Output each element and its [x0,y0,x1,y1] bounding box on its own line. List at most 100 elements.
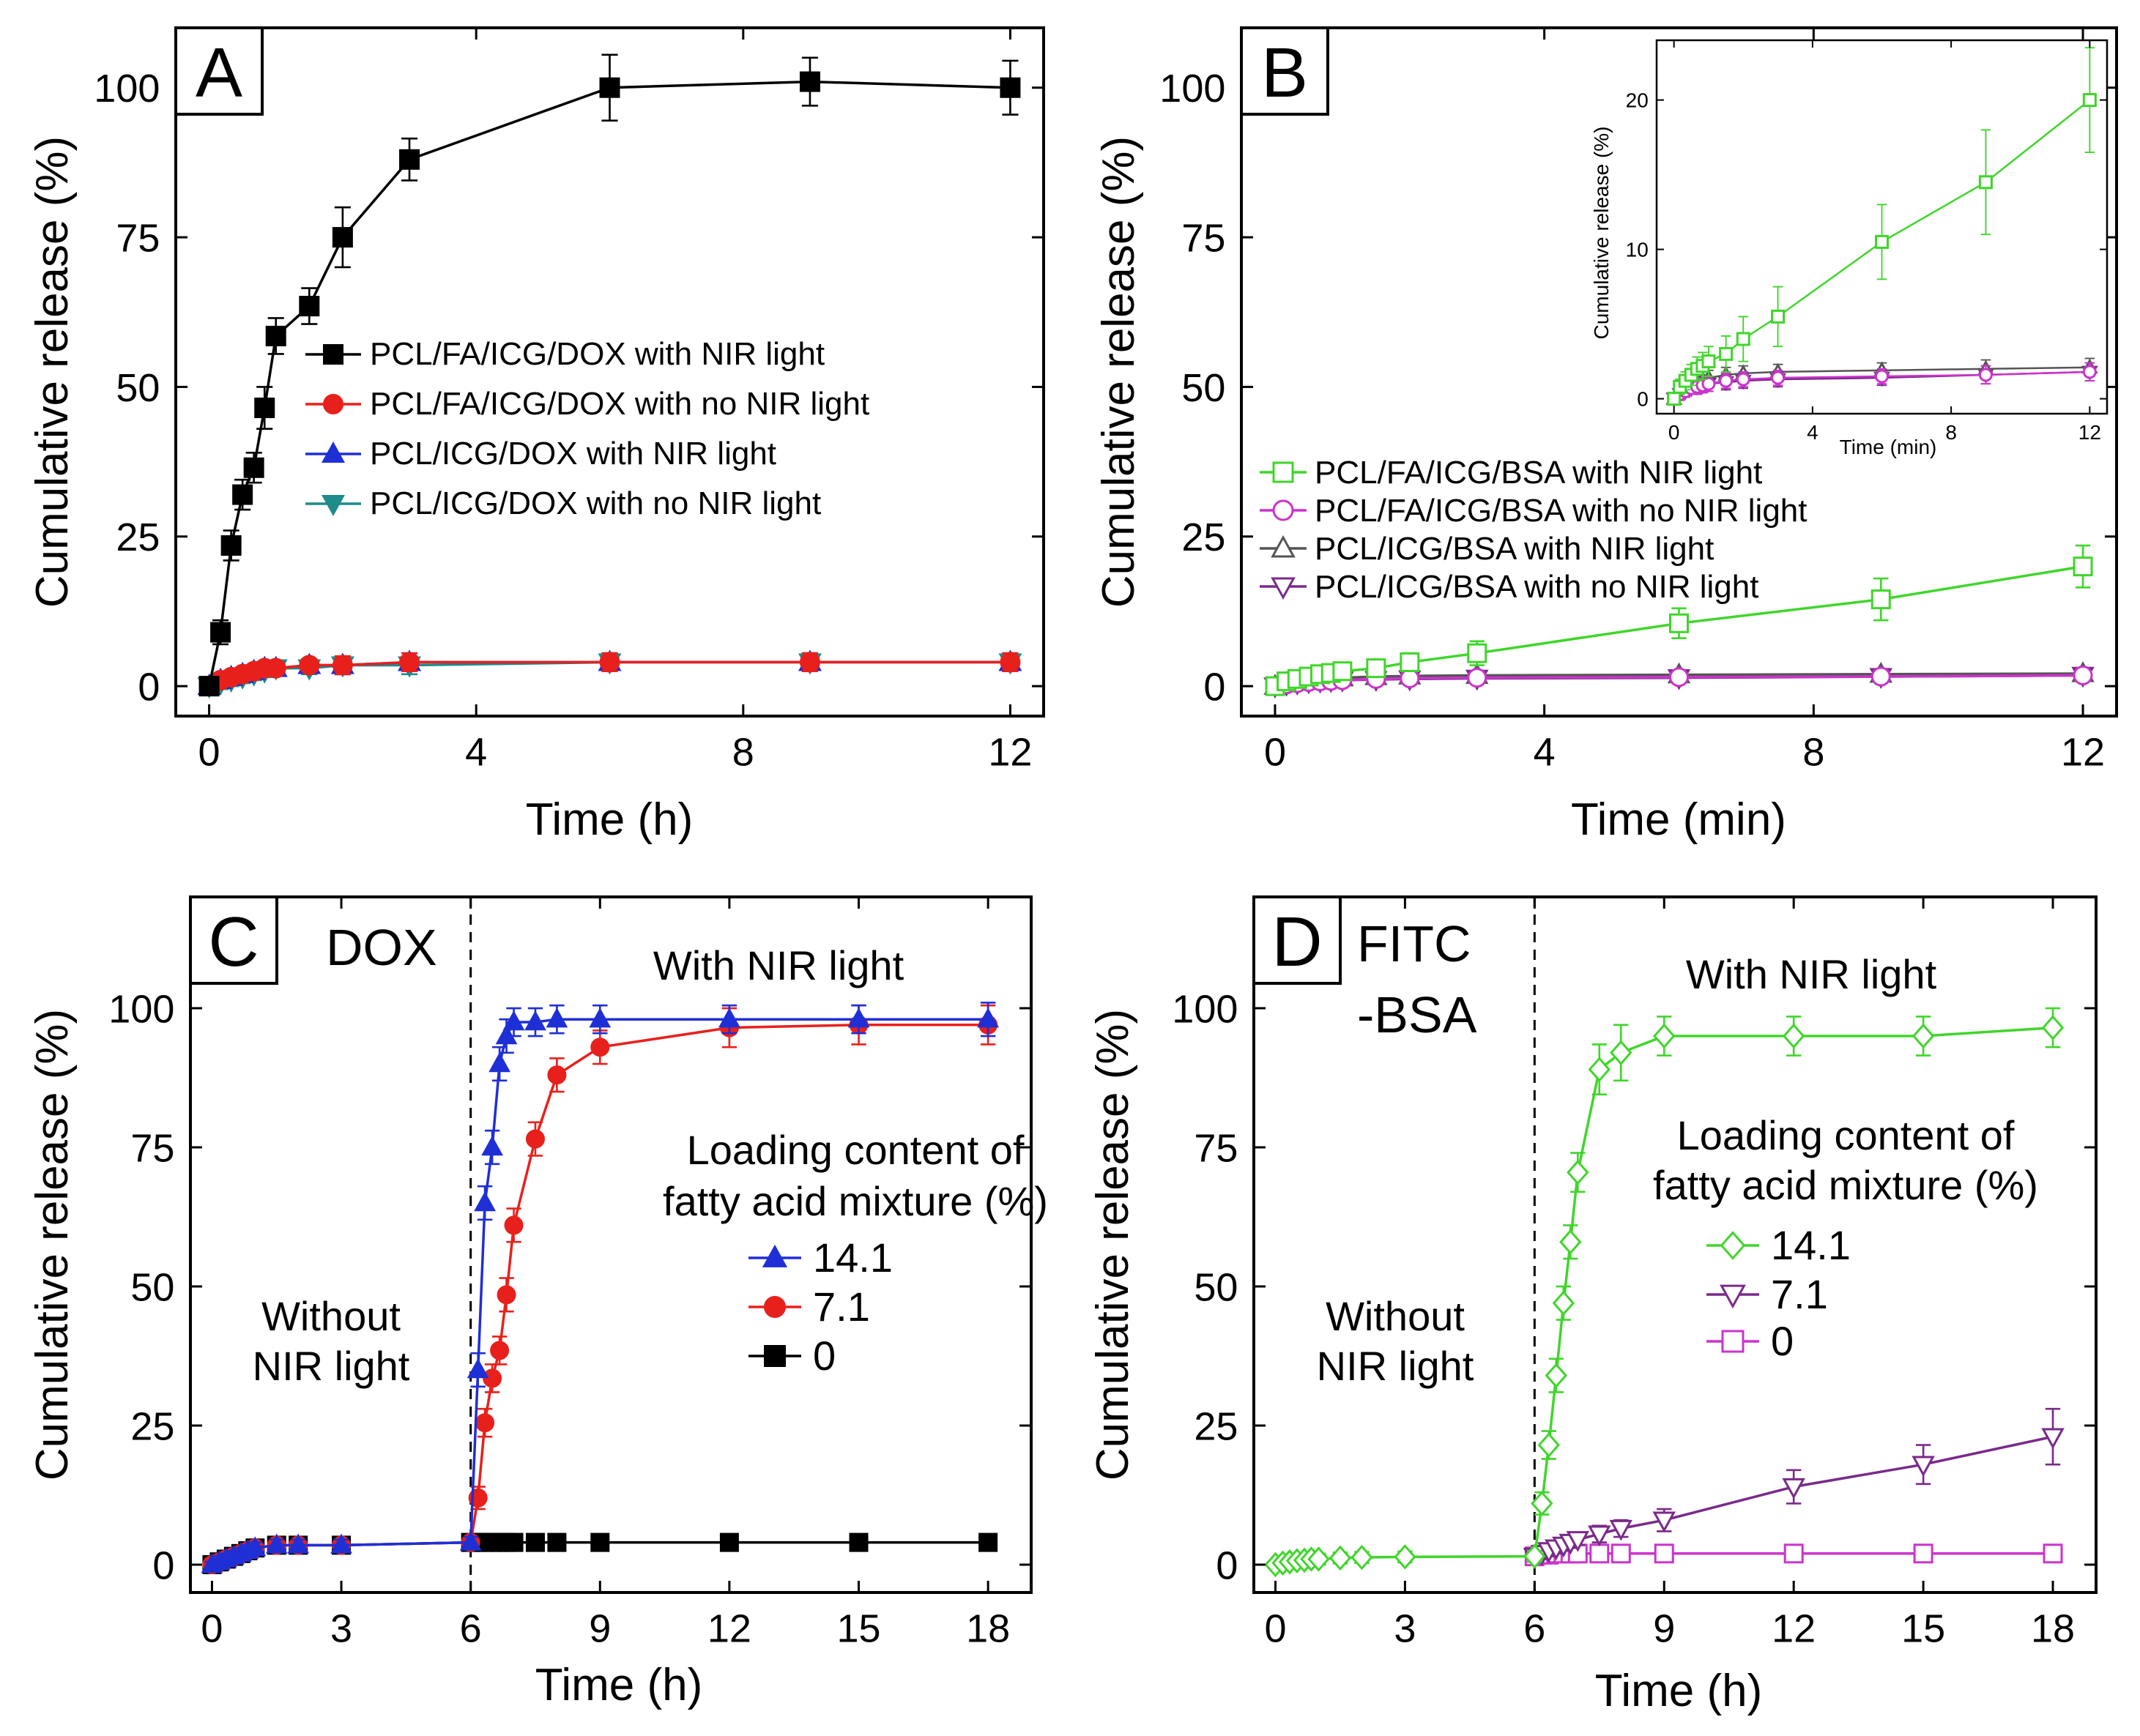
panel-c-legend-title-1: Loading content of [687,1127,1025,1173]
data-point [1701,376,1716,391]
x-tick-label: 4 [1534,731,1556,775]
data-point [1588,1525,1611,1547]
panel-a-x-title: Time (h) [526,794,693,845]
panel-c-ticks: 0 3 6 9 12 15 18 0 25 50 75 100 [108,897,1031,1651]
data-point [1531,1491,1553,1516]
legend-label: PCL/FA/ICG/DOX with no NIR light [370,386,869,422]
legend-marker [322,494,345,517]
data-point [1559,1229,1582,1255]
data-point [1719,373,1734,388]
data-point [1523,1543,1546,1569]
data-point [1875,369,1889,384]
legend-entry [305,394,361,414]
data-point [524,1010,546,1031]
data-point [719,1532,739,1552]
data-point [2041,1428,2065,1450]
series-1 [1265,665,2093,696]
panel-d-letter-box [1252,895,1342,985]
y-tick-label: 0 [138,666,160,709]
x-tick-label: 4 [1807,421,1818,444]
panel-d-right-note: With NIR light [1686,951,1937,997]
series-0 [1265,544,2093,696]
x-tick-label: 8 [732,731,754,775]
data-point [1394,1544,1416,1570]
data-point [1552,1290,1575,1316]
data-point [2073,556,2093,577]
panel-d: 0 3 6 9 12 15 18 0 25 50 75 100 D FITC -BSA Without… [1088,895,2098,1716]
legend-label: 7.1 [813,1284,870,1330]
x-tick-label: 15 [1901,1607,1945,1651]
y-tick-label: 50 [1181,366,1225,410]
data-point [847,1007,870,1028]
legend-label: 7.1 [1771,1271,1828,1317]
data-point [978,1532,998,1552]
legend-label: PCL/ICG/DOX with no NIR light [370,485,821,521]
data-point [1911,1456,1935,1478]
panel-d-legend: 14.1 7.1 0 [1706,1222,1851,1364]
data-point [1669,667,1689,688]
y-tick-label: 25 [1194,1404,1238,1448]
data-point [589,1007,612,1028]
x-tick-label: 0 [1264,1607,1286,1651]
data-point [590,1037,610,1057]
panel-a: 0 4 8 12 0 25 50 75 100 A Time (h) Cumulative re… [27,26,1045,845]
legend-entry [1260,577,1307,600]
data-point [849,1532,869,1552]
data-point [1400,668,1420,689]
inset-marks [1665,47,2098,408]
y-tick-label: 25 [1181,515,1225,559]
data-point [265,657,286,679]
data-point [1667,392,1682,406]
y-tick-label: 10 [1626,239,1649,261]
y-tick-label: 50 [116,366,160,410]
x-tick-label: 12 [988,731,1032,775]
data-point [220,535,242,556]
data-point [977,1007,1000,1028]
legend-entry [305,494,361,517]
legend-entry [305,344,361,365]
data-point [1609,1519,1633,1541]
legend-entry [305,441,361,463]
legend-entry [1260,461,1307,483]
legend-marker [1272,499,1294,521]
y-tick-label: 100 [108,987,174,1031]
legend-entry [748,1296,801,1318]
data-point [483,1368,502,1388]
data-point [1588,1057,1610,1082]
panel-d-legend-title-1: Loading content of [1677,1112,2015,1158]
data-point [590,1532,610,1552]
data-point [475,1413,495,1433]
x-tick-label: 0 [198,731,220,775]
y-tick-label: 25 [116,515,160,559]
panel-b-legend: PCL/FA/ICG/BSA with NIR light PCL/FA/ICG… [1260,455,1807,605]
series-1 [198,652,1021,697]
y-tick-label: 100 [94,67,160,111]
legend-label: 14.1 [1771,1222,1851,1268]
panel-d-y-title: Cumulative release (%) [1088,1009,1138,1480]
panel-c-tag: DOX [326,919,437,976]
data-point [502,1010,525,1031]
data-point [547,1065,567,1085]
inset-ticks: 0 4 8 12 0 10 20 [1626,40,2107,444]
x-tick-label: 8 [1945,421,1957,444]
series-line [207,80,1011,687]
data-point [1654,1543,1674,1564]
x-tick-label: 0 [1668,421,1680,444]
legend-entry [1706,1284,1759,1309]
x-tick-label: 4 [465,731,487,775]
y-tick-label: 100 [1172,987,1238,1031]
y-tick-label: 75 [1181,217,1225,261]
panel-c-left-note-1: Without [261,1293,401,1339]
data-point [1332,661,1353,682]
data-point [1400,652,1420,672]
data-point [399,652,420,673]
data-point [1307,1546,1330,1572]
data-point [1567,1159,1589,1185]
data-point [1000,77,1021,98]
x-tick-label: 0 [201,1607,223,1651]
x-tick-label: 12 [1772,1607,1816,1651]
data-point [299,296,320,317]
data-point [1771,370,1786,385]
data-point [599,77,620,98]
data-point [1782,1478,1805,1500]
